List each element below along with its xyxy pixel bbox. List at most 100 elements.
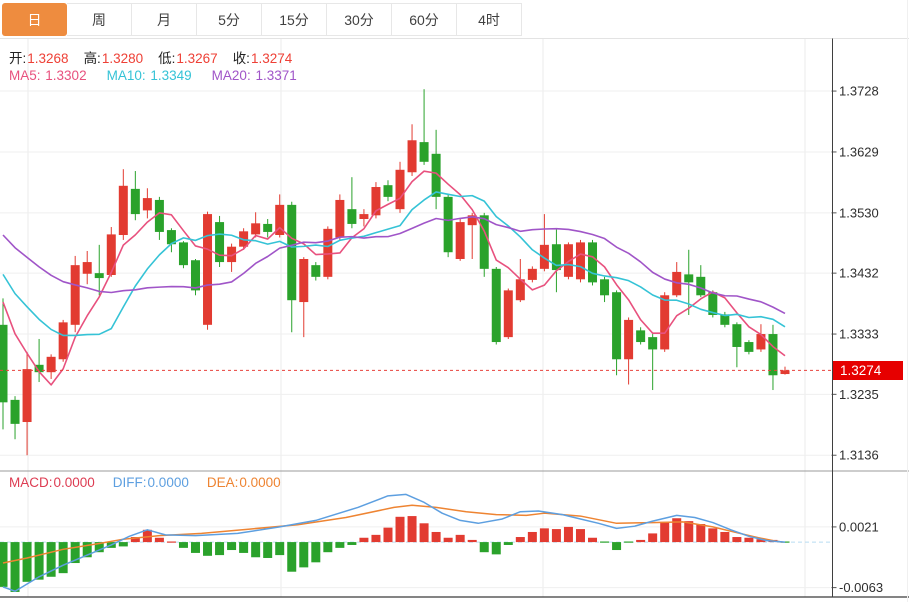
candlestick-layer[interactable] — [0, 89, 790, 456]
candle-body — [82, 262, 92, 274]
macd-bar — [10, 542, 20, 592]
diff-line — [2, 493, 786, 592]
macd-bar — [624, 541, 634, 543]
tab-month[interactable]: 月 — [132, 3, 197, 36]
macd-bar — [359, 537, 369, 543]
candle-body — [768, 334, 778, 376]
macd-bar — [539, 528, 549, 543]
candle-body — [22, 369, 32, 423]
macd-bar — [383, 527, 393, 543]
timeframe-tabbar: 日 周 月 5分 15分 30分 60分 4时 — [2, 3, 522, 36]
macd-bar — [431, 531, 441, 543]
price-tick-label: 1.3136 — [839, 448, 879, 463]
macd-bar — [154, 537, 164, 543]
dea-line — [2, 504, 783, 564]
macd-bar — [166, 541, 176, 543]
diff-label: DIFF: — [112, 475, 147, 490]
macd-value: 0.0000 — [53, 475, 95, 490]
candle-body — [551, 244, 561, 271]
tab-30min[interactable]: 30分 — [327, 3, 392, 36]
macd-bar — [227, 542, 237, 551]
ma10-legend: MA10: 1.3349 — [107, 68, 192, 83]
price-axis: 1.3728 1.3629 1.3530 1.3432 1.3333 1.3235 1.31… — [831, 84, 883, 595]
ma20-label: MA20: — [211, 68, 251, 83]
candle-body — [311, 265, 321, 277]
candle-body — [479, 215, 489, 269]
tab-label: 4时 — [478, 11, 500, 28]
price-tick-label: 1.3629 — [839, 144, 879, 159]
macd-bar — [588, 537, 598, 543]
candle-body — [648, 337, 658, 350]
macd-bar — [395, 516, 405, 543]
price-tick-label: 1.3235 — [839, 387, 879, 402]
candle-body — [203, 214, 213, 325]
macd-bar — [347, 542, 357, 545]
tab-15min[interactable]: 15分 — [262, 3, 327, 36]
macd-bar — [46, 542, 56, 577]
price-tick-label: 1.3432 — [839, 266, 879, 281]
candle-body — [455, 222, 465, 259]
ohlc-high: 高:1.3280 — [84, 47, 144, 67]
tab-5min[interactable]: 5分 — [197, 3, 262, 36]
ohlc-open: 开:1.3268 — [9, 47, 69, 67]
macd-bar — [732, 537, 742, 543]
macd-bar — [744, 537, 754, 543]
price-tick-label: 1.3333 — [839, 327, 879, 342]
macd-bar — [419, 523, 429, 543]
macd-histogram-layer[interactable] — [0, 516, 790, 592]
candle-body — [407, 140, 417, 173]
macd-bar — [215, 542, 225, 556]
price-tick-label: 1.3530 — [839, 205, 879, 220]
candle-body — [708, 292, 718, 315]
candle-body — [359, 214, 369, 220]
candle-body — [335, 199, 345, 238]
candle-body — [491, 268, 501, 343]
candle-body — [94, 273, 104, 279]
macd-bar — [503, 542, 513, 545]
candle-body — [190, 260, 200, 291]
ohlc-open-label: 开: — [9, 51, 27, 66]
ma20-legend: MA20: 1.3371 — [212, 68, 297, 83]
macd-bar — [142, 529, 152, 543]
ma20-line — [2, 216, 786, 315]
tab-4hour[interactable]: 4时 — [457, 3, 522, 36]
candle-body — [660, 295, 670, 350]
tab-label: 60分 — [409, 11, 439, 28]
candle-body — [744, 342, 754, 352]
tab-label: 5分 — [218, 11, 240, 28]
macd-bar — [527, 531, 537, 543]
ohlc-high-label: 高: — [83, 51, 101, 66]
tab-day[interactable]: 日 — [2, 3, 67, 36]
candle-body — [431, 153, 441, 197]
macd-bar — [467, 539, 477, 543]
macd-bar — [178, 542, 188, 548]
macd-bar — [600, 541, 610, 543]
candle-body — [251, 223, 261, 235]
candle-body — [178, 242, 188, 266]
ohlc-close-label: 收: — [232, 51, 250, 66]
macd-bar — [190, 542, 200, 553]
ma10-label: MA10: — [106, 68, 146, 83]
tab-60min[interactable]: 60分 — [392, 3, 457, 36]
macd-bar — [118, 542, 128, 547]
tab-label: 15分 — [279, 11, 309, 28]
macd-legend: MACD:0.0000 DIFF:0.0000 DEA:0.0000 — [9, 475, 281, 490]
ma5-value: 1.3302 — [45, 68, 87, 83]
tab-label: 30分 — [344, 11, 374, 28]
candle-body — [624, 319, 634, 360]
candle-body — [263, 223, 273, 232]
ohlc-low-value: 1.3267 — [176, 51, 218, 66]
macd-bar — [22, 542, 32, 582]
candle-body — [515, 279, 525, 301]
ohlc-legend: 开:1.3268 高:1.3280 低:1.3267 收:1.3274 — [9, 47, 292, 67]
macd-bar — [251, 542, 261, 558]
candle-body — [46, 356, 56, 373]
candle-body — [215, 222, 225, 263]
dea-value-legend: DEA:0.0000 — [207, 475, 281, 490]
tab-week[interactable]: 周 — [67, 3, 132, 36]
candle-body — [684, 274, 694, 283]
macd-bar — [70, 542, 80, 564]
macd-bar — [684, 521, 694, 543]
ohlc-open-value: 1.3268 — [27, 51, 69, 66]
